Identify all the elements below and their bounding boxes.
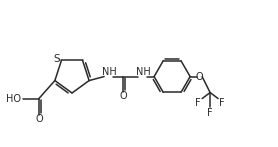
- Text: O: O: [195, 72, 203, 82]
- Text: O: O: [35, 114, 43, 124]
- Text: HO: HO: [6, 93, 21, 104]
- Text: F: F: [219, 98, 225, 108]
- Text: NH: NH: [136, 67, 150, 77]
- Text: NH: NH: [102, 67, 116, 77]
- Text: S: S: [53, 54, 60, 64]
- Text: F: F: [195, 98, 201, 108]
- Text: O: O: [119, 91, 127, 101]
- Text: F: F: [207, 108, 213, 118]
